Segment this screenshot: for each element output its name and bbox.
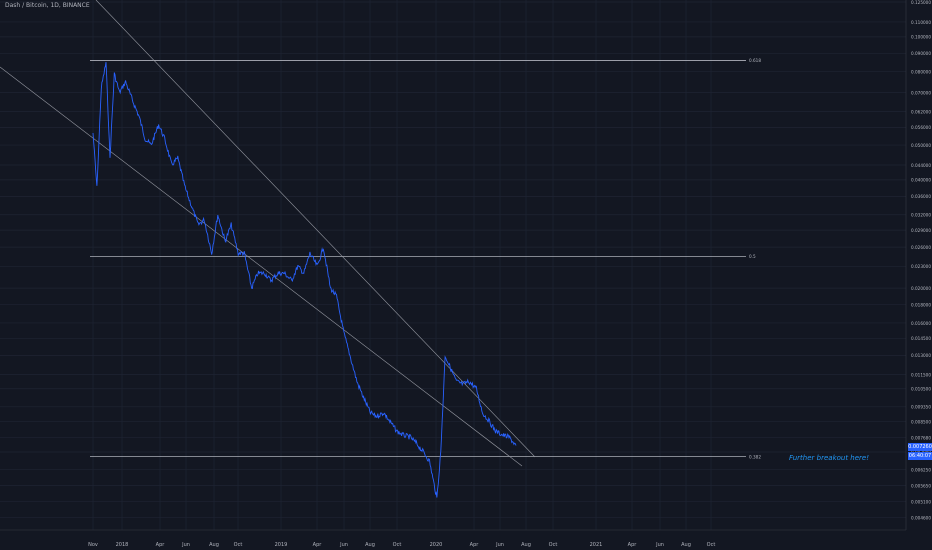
y-tick-label: 0.020000 (911, 286, 931, 291)
current-price-badge: 0.007260 (908, 443, 932, 451)
y-tick-label: 0.011500 (911, 372, 931, 377)
y-tick-label: 0.009350 (911, 405, 931, 410)
x-tick-label: Jun (495, 542, 504, 548)
time-axis: Nov 2018 Apr Jun Aug Oct 2019 Apr Jun Aug Oct 2020 A… (0, 529, 906, 548)
y-tick-label: 0.080000 (911, 69, 931, 74)
y-tick-label: 0.007680 (911, 435, 931, 440)
price-axis: 0.125000 0.110000 0.100000 0.090000 0.080000… (905, 0, 932, 550)
y-tick-label: 0.013000 (911, 353, 931, 358)
x-tick-label: Apr (628, 542, 638, 548)
x-tick-label: Apr (470, 542, 480, 548)
y-tick-label: 0.050000 (911, 143, 931, 148)
upper-trendline[interactable] (95, 0, 536, 458)
y-tick-label: 0.005100 (911, 499, 931, 504)
x-tick-label: 2021 (590, 542, 603, 548)
x-tick-label: Oct (393, 542, 402, 548)
y-tick-label: 0.018000 (911, 302, 931, 307)
y-tick-label: 0.014500 (911, 336, 931, 341)
fib-level-label: 0.618 (749, 58, 761, 63)
y-tick-label: 0.006250 (911, 468, 931, 473)
x-tick-label: 2020 (430, 542, 443, 548)
y-tick-label: 0.010500 (911, 387, 931, 392)
fib-levels: 0.618 0.5 0.382 (90, 58, 761, 459)
x-tick-label: Oct (549, 542, 558, 548)
y-tick-label: 0.062000 (911, 109, 931, 114)
x-tick-label: Jun (181, 542, 190, 548)
x-tick-label: Aug (681, 542, 691, 548)
y-tick-label: 0.032000 (911, 213, 931, 218)
x-tick-label: 2018 (116, 542, 129, 548)
y-tick-label: 0.005650 (911, 483, 931, 488)
x-tick-label: Oct (707, 542, 716, 548)
x-tick-label: Jun (339, 542, 348, 548)
trendlines (0, 0, 536, 467)
x-tick-label: Apr (313, 542, 323, 548)
fib-level-label: 0.5 (749, 254, 756, 259)
x-tick-label: Aug (365, 542, 375, 548)
x-tick-label: Aug (521, 542, 531, 548)
y-tick-label: 0.023000 (911, 264, 931, 269)
y-tick-label: 0.100000 (911, 35, 931, 40)
y-tick-label: 0.016000 (911, 321, 931, 326)
x-tick-label: Nov (88, 542, 98, 548)
lower-trendline[interactable] (0, 66, 523, 467)
y-tick-label: 0.029000 (911, 228, 931, 233)
x-tick-label: Apr (156, 542, 166, 548)
x-tick-label: Oct (234, 542, 243, 548)
fib-level-label: 0.382 (749, 454, 761, 459)
y-tick-label: 0.026000 (911, 245, 931, 250)
chart-annotation: Further breakout here! (789, 454, 870, 462)
y-tick-label: 0.056000 (911, 125, 931, 130)
y-tick-label: 0.070000 (911, 90, 931, 95)
y-tick-label: 0.110000 (911, 20, 931, 25)
symbol-title: Dash / Bitcoin, 1D, BINANCE (5, 2, 90, 9)
x-tick-label: 2019 (275, 542, 288, 548)
y-tick-label: 0.090000 (911, 51, 931, 56)
grid-lines (0, 0, 906, 530)
countdown-badge: 06:40:07 (908, 452, 932, 460)
y-tick-label: 0.004600 (911, 515, 931, 520)
y-tick-label: 0.036000 (911, 194, 931, 199)
price-line (92, 62, 517, 498)
x-tick-label: Aug (209, 542, 219, 548)
y-tick-label: 0.044000 (911, 163, 931, 168)
y-tick-label: 0.040000 (911, 178, 931, 183)
y-tick-label: 0.125000 (911, 0, 931, 5)
x-tick-label: Jun (655, 542, 664, 548)
y-tick-label: 0.008500 (911, 420, 931, 425)
